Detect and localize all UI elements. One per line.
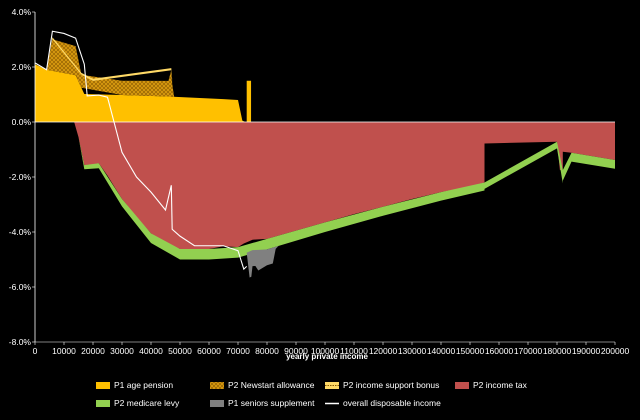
x-tick-label: 10000 bbox=[52, 346, 76, 356]
y-tick-label: 2.0% bbox=[12, 62, 32, 72]
x-tick-label: 50000 bbox=[168, 346, 192, 356]
y-tick-label: 0.0% bbox=[12, 117, 32, 127]
series-layer bbox=[34, 30, 615, 278]
legend-label-p2-medicare-levy: P2 medicare levy bbox=[114, 398, 180, 408]
y-tick-labels: 4.0% 2.0% 0.0% -2.0% -4.0% -6.0% -8.0% bbox=[9, 7, 32, 347]
x-tick-label: 90000 bbox=[284, 346, 308, 356]
legend-label-p1-seniors-supplement: P1 seniors supplement bbox=[228, 398, 315, 408]
x-axis-title: yearly private income bbox=[286, 352, 368, 361]
series-area-p1-age-pension bbox=[35, 64, 256, 122]
x-tick-label: 150000 bbox=[456, 346, 485, 356]
legend-swatch-p1-seniors-supplement bbox=[210, 400, 224, 407]
x-tick-label: 60000 bbox=[197, 346, 221, 356]
x-tick-label: 170000 bbox=[514, 346, 543, 356]
legend-swatch-p2-income-support-bonus bbox=[325, 382, 339, 389]
x-tick-label: 30000 bbox=[110, 346, 134, 356]
x-tick-label: 110000 bbox=[340, 346, 368, 356]
x-tick-label: 0 bbox=[33, 346, 38, 356]
legend-label-p1-age-pension: P1 age pension bbox=[114, 380, 173, 390]
legend-label-p2-newstart-allowance: P2 Newstart allowance bbox=[228, 380, 315, 390]
x-tick-label: 70000 bbox=[226, 346, 250, 356]
legend-label-p2-income-support-bonus: P2 income support bonus bbox=[343, 380, 439, 390]
axes bbox=[32, 11, 616, 345]
x-tick-label: 190000 bbox=[572, 346, 601, 356]
legend-swatch-p2-income-tax bbox=[455, 382, 469, 389]
legend-swatch-p2-newstart-allowance bbox=[210, 382, 224, 389]
x-tick-label: 160000 bbox=[485, 346, 514, 356]
x-tick-label: 80000 bbox=[255, 346, 279, 356]
x-tick-label: 180000 bbox=[543, 346, 572, 356]
legend-swatch-p1-age-pension bbox=[96, 382, 110, 389]
y-tick-label: -2.0% bbox=[9, 172, 32, 182]
series-area-p2-income-support-bonus bbox=[35, 37, 173, 88]
legend-label-overall-disposable-income: overall disposable income bbox=[343, 398, 441, 408]
legend-label-p2-income-tax: P2 income tax bbox=[473, 380, 528, 390]
y-tick-label: -4.0% bbox=[9, 227, 32, 237]
x-tick-label: 100000 bbox=[311, 346, 340, 356]
series-area-p1-seniors-supplement bbox=[35, 122, 279, 278]
x-tick-label: 140000 bbox=[427, 346, 456, 356]
x-tick-label: 40000 bbox=[139, 346, 163, 356]
y-tick-label: -8.0% bbox=[9, 337, 32, 347]
x-tick-label: 130000 bbox=[398, 346, 427, 356]
x-tick-label: 200000 bbox=[601, 346, 630, 356]
x-tick-label: 120000 bbox=[369, 346, 398, 356]
legend-swatch-p2-medicare-levy bbox=[96, 400, 110, 407]
series-area-p2-income-tax bbox=[35, 122, 615, 251]
x-tick-label: 20000 bbox=[81, 346, 105, 356]
legend: P1 age pension P2 Newstart allowance P2 in… bbox=[96, 380, 528, 408]
series-area-p2-newstart-allowance bbox=[35, 39, 175, 97]
series-line-overall-disposable-income bbox=[34, 30, 248, 271]
series-area-p2-medicare-levy bbox=[35, 122, 615, 260]
y-tick-label: 4.0% bbox=[12, 7, 32, 17]
x-tick-labels: 0 10000 20000 30000 40000 50000 60000 70000 8000… bbox=[33, 346, 630, 356]
y-tick-label: -6.0% bbox=[9, 282, 32, 292]
